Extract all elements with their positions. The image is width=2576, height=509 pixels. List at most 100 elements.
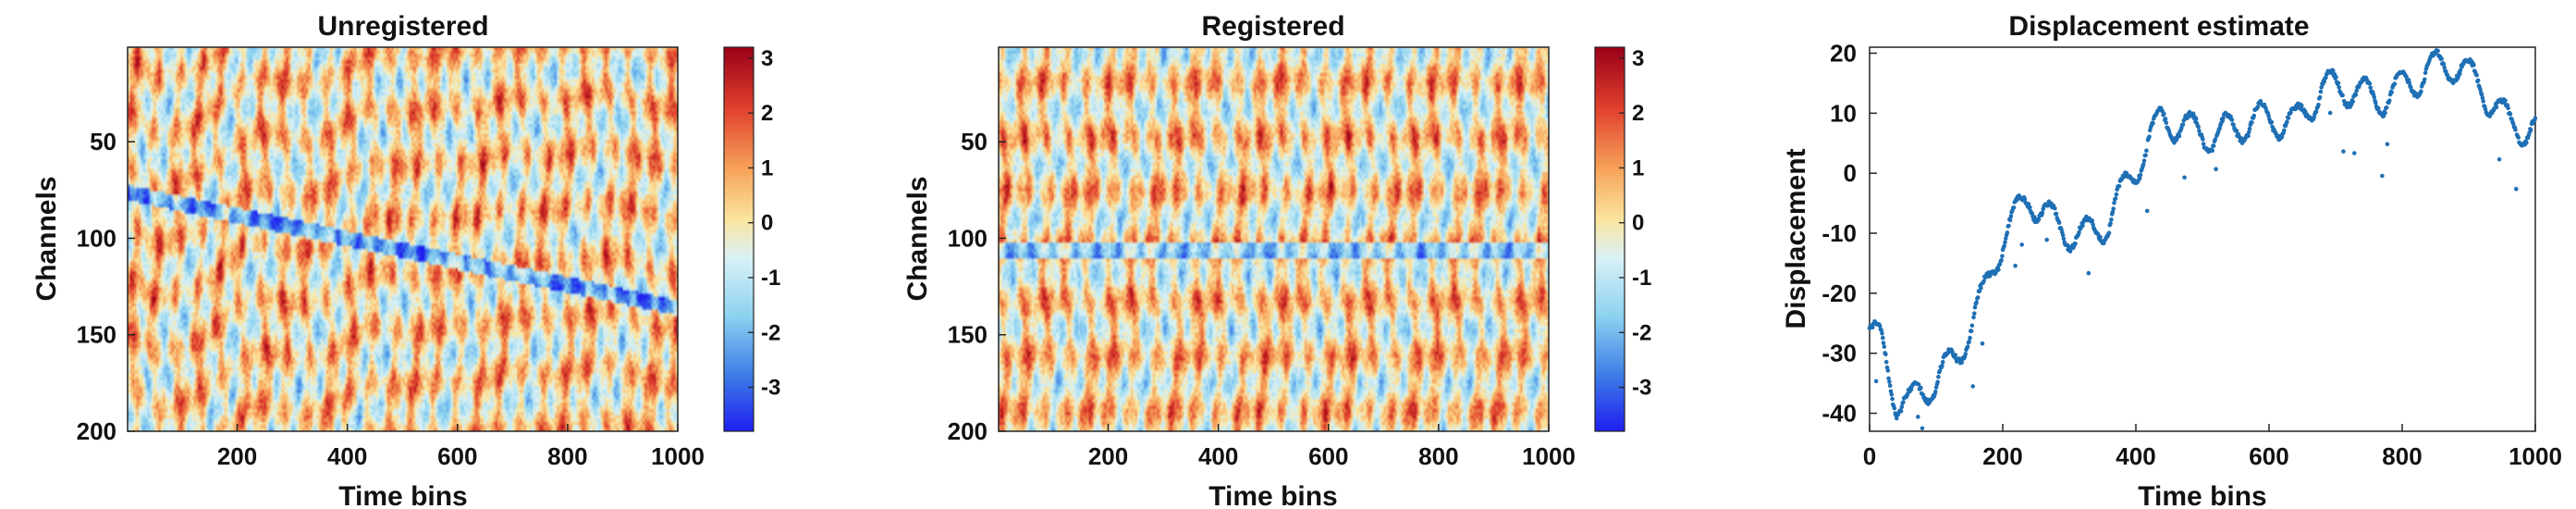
x-tick-label: 200 bbox=[1982, 442, 2022, 470]
scatter-point bbox=[2247, 126, 2252, 131]
scatter-point bbox=[2409, 85, 2413, 90]
chart-title: Unregistered bbox=[317, 11, 488, 42]
scatter-point bbox=[2000, 254, 2005, 259]
scatter-point bbox=[1970, 384, 1975, 389]
scatter-point bbox=[2435, 48, 2440, 54]
y-tick-label: -40 bbox=[1822, 400, 1857, 428]
scatter-point bbox=[2324, 75, 2328, 81]
colorbar-tick-label: 2 bbox=[1632, 101, 1644, 126]
y-tick-label: 200 bbox=[948, 417, 987, 445]
scatter-point bbox=[2341, 149, 2346, 154]
scatter-point bbox=[2285, 119, 2289, 124]
scatter-point bbox=[2483, 107, 2488, 112]
x-ticks: 200 400 600 800 1000 bbox=[217, 424, 705, 470]
colorbar-tick-label: 0 bbox=[761, 211, 773, 236]
colorbar bbox=[1594, 46, 1625, 432]
scatter-point bbox=[2383, 110, 2387, 116]
scatter-point bbox=[2368, 85, 2373, 91]
scatter-point bbox=[2005, 230, 2010, 235]
scatter-point bbox=[1967, 339, 1971, 344]
chart-title: Displacement estimate bbox=[2008, 11, 2309, 42]
scatter-point bbox=[1957, 356, 1962, 362]
scatter-point bbox=[2116, 183, 2122, 189]
scatter-point bbox=[2098, 234, 2103, 240]
scatter-point bbox=[2141, 158, 2147, 163]
scatter-point bbox=[1898, 409, 1904, 414]
scatter-point bbox=[2229, 118, 2235, 122]
scatter-point bbox=[2334, 74, 2338, 80]
scatter-point bbox=[2439, 56, 2444, 61]
scatter-point bbox=[2211, 143, 2216, 148]
scatter-point bbox=[2056, 220, 2062, 225]
scatter-point bbox=[2091, 222, 2095, 227]
scatter-point bbox=[1969, 323, 1975, 329]
y-tick-label: 10 bbox=[1830, 99, 1857, 127]
x-tick-label: 400 bbox=[1198, 442, 1238, 470]
scatter-point bbox=[2060, 232, 2066, 238]
scatter-point bbox=[2250, 120, 2254, 125]
scatter-point bbox=[1971, 315, 1976, 320]
scatter-point bbox=[2524, 140, 2529, 145]
registered-panel: Registered 200 400 600 800 1000 50 100 150 200 … bbox=[902, 11, 1651, 509]
x-tick-label: 800 bbox=[2382, 442, 2422, 470]
heatmap-image bbox=[999, 47, 1549, 431]
scatter-point bbox=[2475, 78, 2481, 83]
scatter-point bbox=[2516, 135, 2521, 140]
scatter-point bbox=[2340, 93, 2345, 98]
scatter-point bbox=[2514, 186, 2519, 192]
scatter-point bbox=[1873, 379, 1879, 384]
y-ticks: 50 100 150 200 bbox=[948, 128, 1006, 445]
x-tick-label: 600 bbox=[437, 442, 477, 470]
scatter-point bbox=[1880, 330, 1884, 336]
scatter-point bbox=[2247, 130, 2251, 135]
scatter-point bbox=[2331, 68, 2336, 73]
scatter-point bbox=[1870, 325, 1875, 330]
displacement-points bbox=[1867, 48, 2538, 431]
scatter-point bbox=[1963, 352, 1969, 356]
scatter-point bbox=[2113, 196, 2118, 201]
scatter-point bbox=[1974, 300, 1979, 305]
scatter-point bbox=[2246, 133, 2251, 139]
scatter-point bbox=[2022, 196, 2028, 202]
scatter-point bbox=[1937, 368, 1943, 374]
scatter-point bbox=[1935, 379, 1940, 385]
y-tick-label: 20 bbox=[1830, 39, 1857, 67]
scatter-point bbox=[2201, 142, 2206, 146]
x-tick-label: 1000 bbox=[651, 442, 705, 470]
scatter-point bbox=[2385, 142, 2390, 147]
scatter-point bbox=[2367, 81, 2373, 86]
scatter-point bbox=[2508, 112, 2513, 117]
scatter-point bbox=[2026, 202, 2031, 206]
scatter-point bbox=[2372, 94, 2376, 100]
scatter-point bbox=[2441, 62, 2447, 67]
colorbar-tick-label: 1 bbox=[1632, 155, 1644, 180]
x-axis-label: Time bins bbox=[2138, 481, 2266, 509]
scatter-point bbox=[2300, 103, 2304, 108]
scatter-point bbox=[2147, 134, 2152, 140]
scatter-point bbox=[1892, 405, 1897, 411]
scatter-point bbox=[1883, 359, 1889, 365]
scatter-point bbox=[2380, 173, 2385, 179]
colorbar-tick-label: -1 bbox=[761, 266, 780, 291]
scatter-point bbox=[1881, 341, 1886, 345]
scatter-point bbox=[2322, 79, 2327, 84]
colorbar-tick-label: -2 bbox=[761, 320, 780, 345]
scatter-point bbox=[2013, 263, 2018, 268]
scatter-point bbox=[1968, 335, 1972, 341]
y-tick-label: 0 bbox=[1844, 159, 1857, 187]
colorbar-tick-label: 2 bbox=[761, 101, 773, 126]
displacement-panel: Displacement estimate 0 200 400 600 800 1000 … bbox=[1781, 11, 2562, 509]
scatter-point bbox=[2234, 128, 2239, 133]
scatter-point bbox=[1972, 304, 1978, 310]
x-tick-label: 800 bbox=[547, 442, 587, 470]
scatter-point bbox=[2112, 201, 2116, 205]
colorbar-tick-label: -3 bbox=[1632, 376, 1651, 401]
scatter-point bbox=[2279, 134, 2285, 140]
scatter-point bbox=[2387, 98, 2392, 103]
y-tick-label: 100 bbox=[948, 224, 987, 252]
scatter-point bbox=[2095, 231, 2101, 237]
scatter-point bbox=[2442, 65, 2447, 70]
scatter-point bbox=[2114, 192, 2119, 197]
scatter-point bbox=[1919, 385, 1923, 391]
scatter-point bbox=[2054, 211, 2059, 217]
